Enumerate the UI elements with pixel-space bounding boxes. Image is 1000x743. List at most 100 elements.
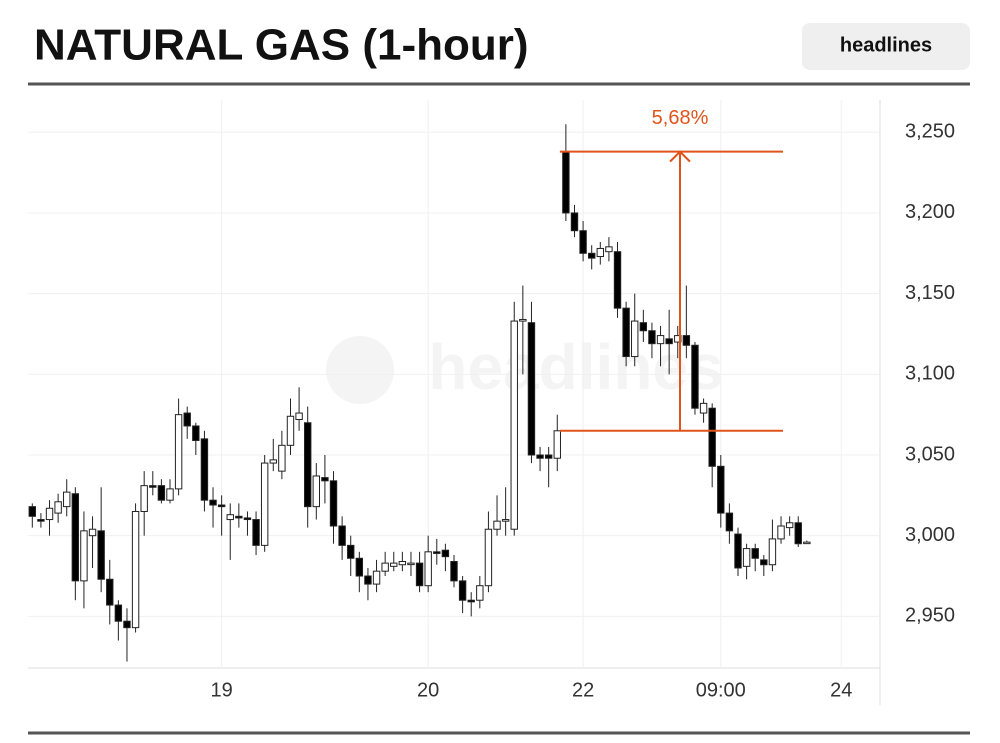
candle-body	[544, 454, 553, 459]
candle-body	[639, 322, 648, 332]
candle-body	[347, 544, 355, 559]
candle-body	[364, 575, 372, 585]
candle-body	[166, 488, 174, 501]
candle-body	[295, 412, 303, 420]
candle-body	[372, 570, 381, 585]
candle-body	[725, 512, 734, 532]
button-label[interactable]: headlines	[840, 34, 932, 56]
candle-body	[149, 485, 157, 488]
candle-body	[338, 525, 346, 546]
y-tick-label: 3,150	[905, 282, 955, 304]
candle-body	[131, 510, 140, 629]
candle-body	[587, 252, 596, 259]
candle-body	[321, 477, 329, 482]
candle-body	[106, 578, 114, 606]
candle-body	[648, 330, 656, 345]
candle-body	[433, 551, 441, 554]
candle-body	[114, 604, 123, 622]
candle-body	[493, 520, 501, 530]
candle-body	[415, 562, 424, 587]
candle-body	[209, 499, 217, 506]
candle-body	[742, 548, 751, 567]
candle-body	[622, 307, 630, 358]
candle-body	[484, 528, 493, 587]
candle-body	[441, 549, 450, 558]
y-tick-label: 2,950	[905, 605, 955, 627]
candle-body	[510, 320, 518, 530]
candle-body	[768, 538, 777, 566]
candle-body	[785, 522, 794, 529]
x-tick-label: 22	[572, 679, 594, 701]
candle-body	[398, 561, 407, 566]
candle-body	[63, 491, 71, 508]
candle-body	[243, 517, 252, 521]
y-tick-label: 3,000	[905, 524, 955, 546]
candle-body	[579, 230, 587, 254]
candle-body	[390, 562, 398, 567]
candle-body	[235, 515, 243, 519]
candle-body	[286, 415, 295, 446]
candle-body	[80, 530, 88, 582]
candle-body	[734, 533, 742, 569]
candle-body	[303, 422, 312, 508]
x-tick-label: 19	[211, 679, 233, 701]
candle-body	[717, 465, 725, 514]
candle-body	[467, 599, 475, 603]
x-tick-label: 24	[830, 679, 852, 701]
headlines-button[interactable]	[802, 23, 970, 70]
candle-body	[699, 402, 708, 414]
x-tick-label: 09:00	[696, 679, 746, 701]
y-tick-label: 3,250	[905, 121, 955, 143]
candle-body	[140, 485, 148, 512]
y-tick-label: 3,050	[905, 443, 955, 465]
candle-body	[570, 212, 579, 232]
candle-body	[751, 548, 759, 559]
candle-body	[37, 519, 45, 522]
candle-body	[794, 522, 802, 545]
candle-body	[123, 620, 131, 629]
candle-body	[665, 338, 673, 345]
y-tick-label: 3,100	[905, 363, 955, 385]
candle-body	[28, 506, 37, 517]
candle-body	[519, 318, 527, 322]
candle-body	[278, 444, 286, 472]
x-tick-label: 20	[417, 679, 439, 701]
candle-body	[803, 541, 811, 545]
candle-body	[200, 438, 209, 501]
candle-body	[252, 519, 260, 546]
candle-body	[777, 525, 785, 540]
candle-body	[605, 246, 613, 253]
candle-body	[71, 493, 80, 582]
candle-body	[682, 335, 691, 346]
candle-body	[562, 151, 570, 214]
candle-body	[157, 485, 166, 501]
candle-body	[407, 562, 415, 566]
annotation-label: 5,68%	[652, 107, 709, 129]
candle-body	[708, 407, 716, 467]
candle-body	[424, 551, 432, 587]
candle-body	[217, 504, 226, 508]
candle-body	[381, 562, 389, 572]
candle-body	[260, 462, 269, 546]
candle-body	[355, 557, 364, 577]
candle-body	[183, 412, 191, 427]
candle-body	[269, 459, 277, 464]
watermark-icon	[326, 336, 394, 404]
candle-body	[192, 425, 200, 441]
candle-body	[329, 480, 338, 527]
candle-body	[553, 430, 561, 459]
candle-body	[458, 580, 467, 601]
candle-body	[54, 501, 62, 514]
candle-body	[88, 528, 97, 537]
candle-body	[226, 514, 234, 521]
candle-body	[536, 454, 544, 459]
candle-body	[476, 585, 484, 601]
watermark: headlines	[428, 331, 723, 403]
candle-body	[312, 475, 321, 508]
candle-body	[174, 414, 183, 490]
candle-body	[691, 344, 699, 409]
y-tick-label: 3,200	[905, 201, 955, 223]
candle-body	[613, 251, 622, 309]
candle-body	[760, 559, 768, 566]
